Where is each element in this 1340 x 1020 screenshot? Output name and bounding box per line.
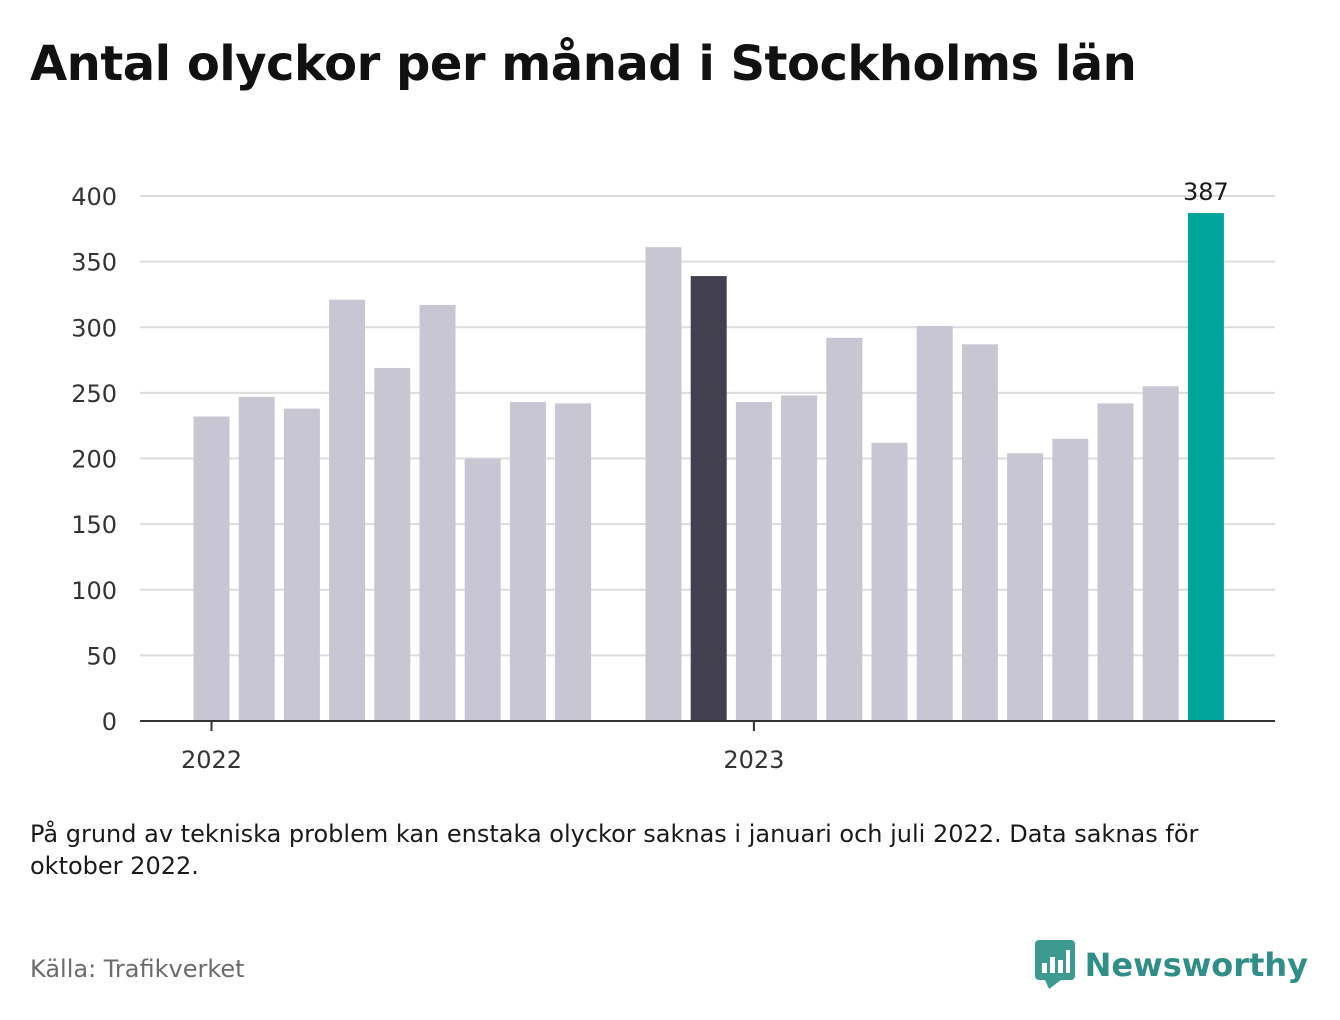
x-tick-label: 2022: [181, 746, 242, 774]
bars: [193, 213, 1224, 721]
bar-2022-11: [645, 247, 682, 721]
y-tick-label: 0: [102, 708, 117, 736]
bar-2023-02: [781, 395, 818, 721]
bar-2022-03: [283, 408, 320, 721]
bar-2023-04: [871, 442, 908, 721]
bar-2022-09: [555, 403, 592, 721]
labels: 0 50 100 150 200 250 300 350 400 2022 2023 387: [71, 178, 1229, 774]
bar-data-label: 387: [1183, 178, 1229, 206]
bar-2023-07: [1007, 453, 1044, 721]
bar-2022-05: [374, 367, 411, 721]
bar-2023-09: [1097, 403, 1134, 721]
y-tick-label: 150: [71, 511, 117, 539]
newsworthy-logo-icon: [1034, 940, 1075, 989]
bar-2022-07: [464, 458, 501, 721]
bar-2022-08: [509, 402, 546, 721]
y-tick-label: 250: [71, 380, 117, 408]
bar-2022-01: [193, 416, 230, 721]
bar-2022-06: [419, 304, 456, 721]
y-tick-label: 50: [86, 642, 117, 670]
bar-2023-05: [916, 325, 953, 721]
bar-2022-12: [690, 276, 727, 721]
bar-2023-03: [826, 337, 863, 721]
bar-2023-06: [961, 344, 998, 721]
bar-2022-04: [329, 299, 366, 721]
y-tick-label: 200: [71, 446, 117, 474]
brand-name: Newsworthy: [1084, 946, 1308, 984]
bar-chart: 0 50 100 150 200 250 300 350 400 2022 2023 387: [71, 178, 1275, 774]
bar-2023-08: [1052, 438, 1089, 721]
axes: [140, 720, 1275, 731]
y-tick-label: 100: [71, 577, 117, 605]
y-tick-label: 400: [71, 183, 117, 211]
bar-2023-10: [1142, 386, 1179, 721]
y-tick-label: 350: [71, 249, 117, 277]
bar-2023-01: [735, 402, 772, 721]
x-tick-label: 2023: [723, 746, 784, 774]
brand-logo: Newsworthy: [1034, 940, 1308, 990]
bar-2022-02: [238, 396, 275, 721]
y-tick-label: 300: [71, 314, 117, 342]
page-title: Antal olyckor per månad i Stockholms län: [30, 36, 1137, 92]
bar-2023-11: [1187, 213, 1224, 721]
chart-note: På grund av tekniska problem kan enstaka…: [30, 820, 1199, 880]
source-credit: Källa: Trafikverket: [30, 955, 245, 983]
